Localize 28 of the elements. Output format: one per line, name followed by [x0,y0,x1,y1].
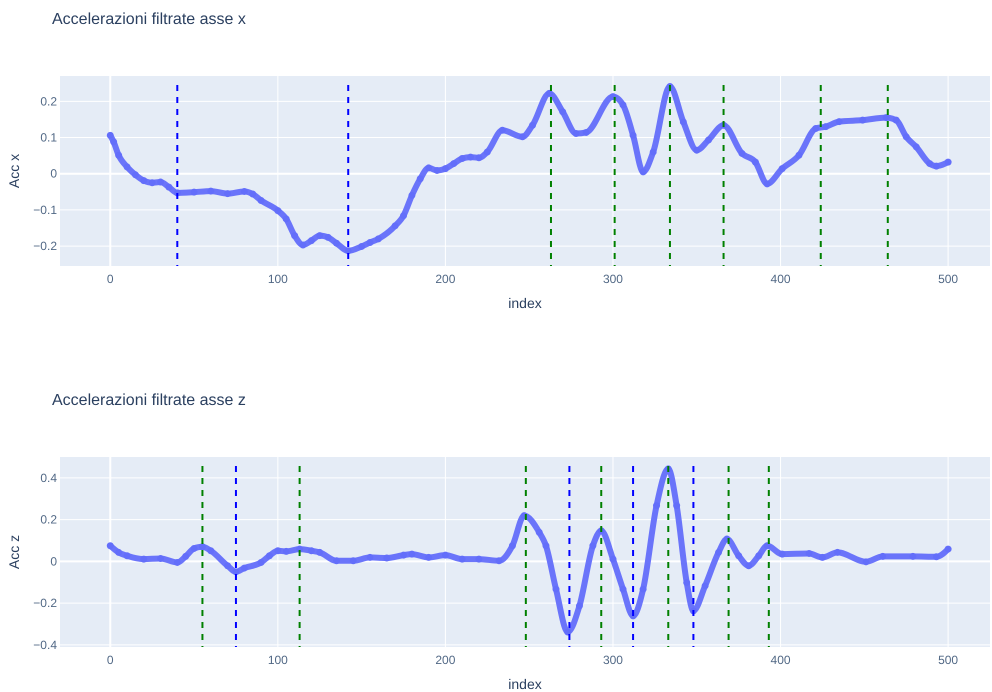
y-tick-label: −0.2 [33,239,58,254]
x-axis-title: index [508,676,542,692]
x-tick-label: 100 [268,653,288,667]
x-tick-label: 300 [602,272,624,286]
chart-title: Accelerazioni filtrate asse x [52,11,246,28]
x-tick-label: 100 [268,272,288,286]
y-tick-label: 0 [50,166,58,181]
y-tick-label: 0 [50,554,58,568]
y-tick-label: 0.1 [40,130,58,145]
x-tick-label: 400 [770,272,791,286]
chart-title: Accelerazioni filtrate asse z [52,392,246,409]
y-tick-label: −0.1 [33,202,58,217]
x-tick-label: 400 [770,653,791,667]
x-tick-label: 500 [938,272,958,286]
y-axis-title: Acc x [6,154,22,188]
y-tick-label: −0.4 [33,638,58,652]
x-axis-title: index [508,295,542,311]
y-tick-label: 0.4 [40,470,58,485]
x-tick-label: 300 [602,653,624,667]
x-tick-label: 0 [106,653,114,667]
x-tick-label: 0 [106,272,114,286]
x-tick-label: 500 [938,653,958,667]
y-tick-label: −0.2 [33,596,58,610]
x-tick-label: 200 [435,272,456,286]
y-axis-title: Acc z [6,534,22,570]
y-tick-label: 0.2 [40,94,58,108]
x-tick-label: 200 [435,653,456,667]
y-tick-label: 0.2 [40,512,58,527]
